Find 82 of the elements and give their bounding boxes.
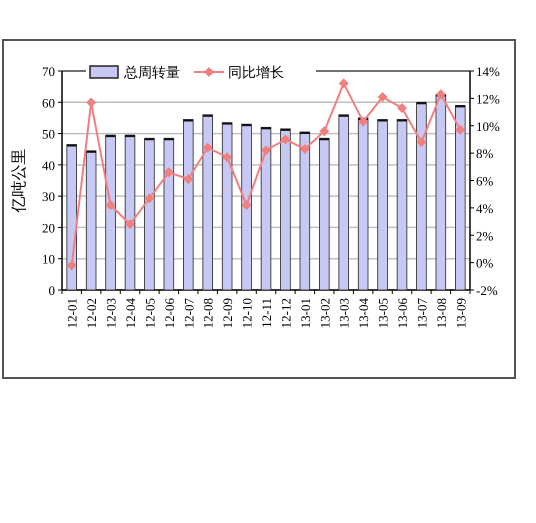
bar [300, 132, 310, 290]
point [66, 260, 77, 270]
y-tick-label: 30 [42, 189, 55, 204]
x-tick-label: 12-06 [162, 298, 177, 328]
legend-label: 总周转量 [123, 65, 180, 81]
bar [436, 94, 446, 290]
x-tick-label: 12-09 [220, 298, 236, 328]
y2-tick-label: 0% [476, 256, 494, 271]
y-tick-label: 40 [42, 158, 55, 173]
x-tick-label: 13-09 [453, 298, 468, 328]
point [358, 116, 368, 127]
point [106, 200, 116, 210]
point [378, 92, 388, 102]
point [455, 124, 466, 135]
point [319, 126, 330, 136]
point [222, 152, 232, 162]
bar [416, 102, 427, 290]
bar [396, 119, 408, 290]
point [242, 200, 252, 210]
point [261, 145, 271, 156]
point [338, 78, 349, 88]
x-tick-label: 12-03 [104, 298, 119, 328]
x-tick-label: 12-07 [181, 298, 196, 328]
point [183, 174, 194, 184]
point [280, 134, 290, 144]
bar [358, 118, 368, 290]
y-tick-label: 0 [48, 283, 55, 298]
x-tick-label: 12-04 [123, 298, 138, 328]
x-tick-label: 12-02 [84, 298, 100, 328]
y-tick-label: 60 [42, 95, 55, 110]
y2-tick-label: -2% [476, 283, 498, 298]
bar [124, 134, 136, 290]
bar [222, 122, 232, 290]
point [144, 193, 154, 204]
y2-tick-label: 10% [476, 118, 500, 134]
bar [377, 119, 388, 290]
point [164, 167, 174, 178]
x-tick-label: 12-08 [200, 298, 216, 328]
bar [280, 128, 291, 290]
bar [183, 119, 194, 290]
point [397, 102, 407, 113]
x-tick-label: 12-11 [259, 298, 274, 328]
x-tick-label: 13-07 [414, 298, 430, 328]
bar [241, 124, 252, 290]
bar [260, 126, 272, 290]
y-tick-label: 70 [42, 64, 55, 79]
y2-tick-label: 6% [476, 174, 494, 188]
point [300, 144, 310, 154]
bar [338, 114, 349, 290]
x-tick-label: 13-04 [356, 298, 372, 328]
bar [144, 138, 155, 290]
y2-tick-label: 12% [476, 91, 500, 106]
point [436, 89, 446, 100]
x-tick-label: 13-08 [434, 298, 449, 328]
x-tick-label: 13-05 [376, 298, 391, 328]
bar [319, 138, 330, 290]
y2-tick-label: 2% [476, 228, 494, 244]
bar [105, 134, 116, 290]
bar [455, 105, 466, 290]
x-tick-label: 12-12 [278, 298, 294, 328]
y2-tick-label: 4% [476, 200, 494, 216]
x-tick-label: 13-03 [336, 298, 352, 328]
bar [202, 114, 213, 290]
point [125, 219, 135, 230]
y-axis-title: 亿吨公里 [9, 148, 28, 214]
y-tick-label: 10 [42, 252, 55, 267]
point [416, 137, 426, 148]
x-tick-label: 12-01 [64, 298, 80, 328]
y2-tick-label: 8% [476, 146, 494, 162]
x-tick-label: 12-10 [240, 298, 255, 328]
point [86, 97, 96, 108]
y-tick-label: 20 [42, 220, 55, 236]
x-tick-label: 13-06 [395, 298, 410, 328]
bar [86, 150, 96, 290]
legend-label: 同比增长 [228, 65, 284, 81]
x-tick-label: 12-05 [142, 298, 158, 328]
point [202, 142, 213, 153]
x-tick-label: 13-01 [298, 298, 313, 328]
bar [164, 138, 174, 290]
x-tick-label: 13-02 [317, 298, 332, 328]
y2-tick-label: 14% [476, 64, 500, 79]
y-tick-label: 50 [42, 126, 55, 142]
